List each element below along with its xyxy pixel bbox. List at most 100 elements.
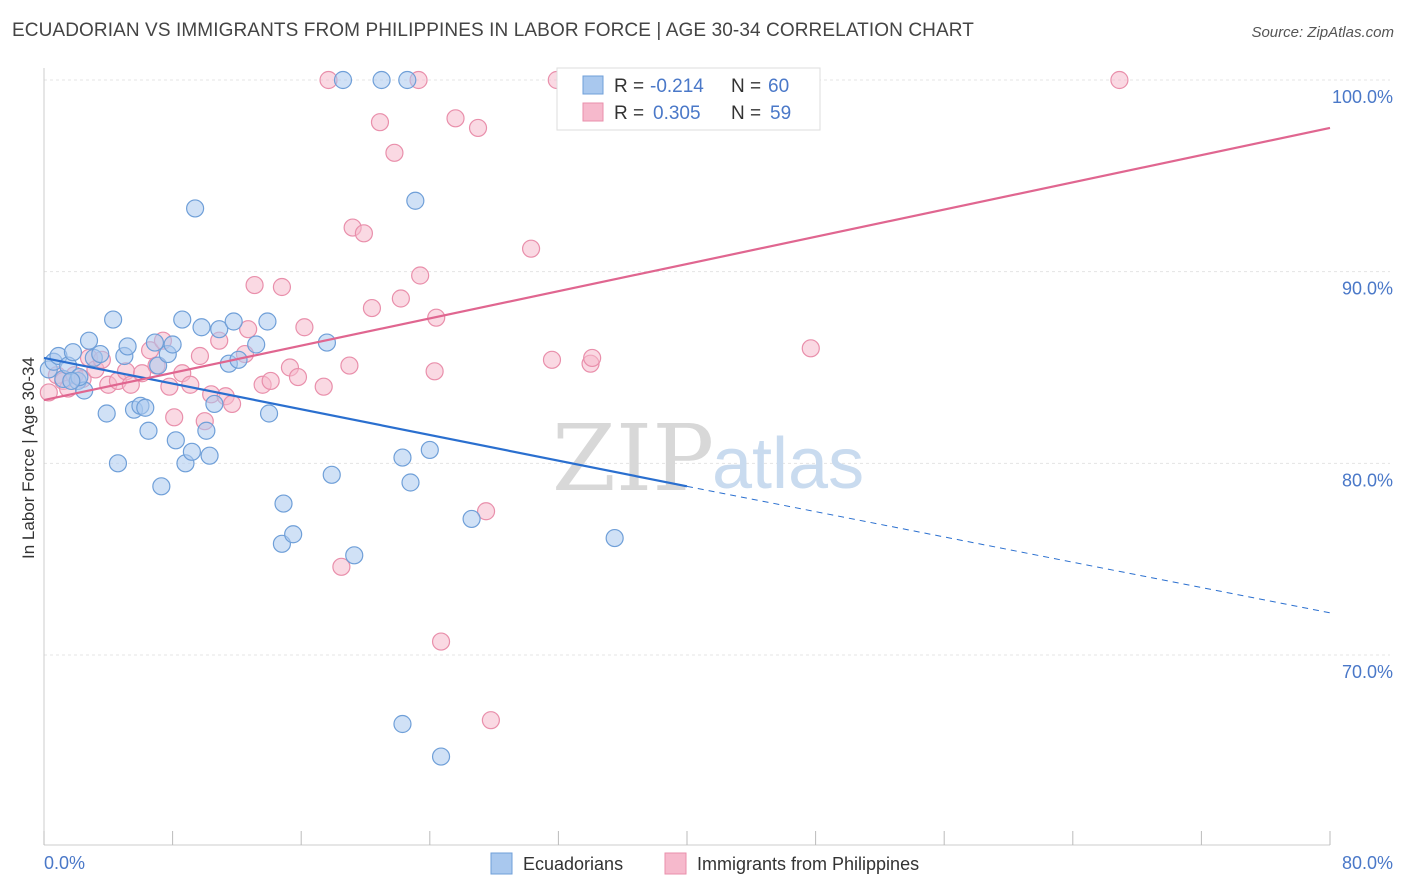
blue-point-19 (139, 421, 158, 440)
blue-point-47 (345, 546, 364, 565)
pink-points-layer (39, 70, 1129, 730)
legend-n-label-blue: N = (731, 76, 761, 97)
correlation-legend: R = -0.214 N = 60 R = 0.305 N = 59 (556, 67, 821, 131)
pink-point-59 (583, 348, 602, 368)
y-tick-label-1: 80.0% (1342, 470, 1393, 490)
blue-point-29 (186, 199, 205, 218)
y-tick-labels: 70.0% 80.0% 90.0% 100.0% (1332, 87, 1393, 682)
chart-title: ECUADORIAN VS IMMIGRANTS FROM PHILIPPINE… (12, 20, 974, 41)
blue-trend-line (43, 356, 688, 488)
blue-point-18 (136, 398, 155, 417)
pink-point-35 (295, 318, 314, 337)
blue-trend-line-extension (686, 485, 1331, 614)
bottom-legend-swatch-blue (490, 852, 513, 875)
blue-point-25 (166, 431, 185, 450)
blue-point-32 (200, 446, 219, 465)
blue-point-34 (210, 320, 229, 339)
watermark-atlas: atlas (712, 424, 864, 504)
legend-n-value-pink: 59 (770, 103, 791, 124)
pink-point-55 (521, 239, 541, 258)
axes-layer (43, 68, 1331, 846)
blue-point-59 (62, 371, 81, 391)
blue-point-13 (108, 454, 128, 473)
legend-n-label-pink: N = (731, 103, 761, 124)
blue-point-52 (401, 473, 420, 492)
legend-r-label-blue: R = (614, 76, 644, 97)
blue-point-51 (398, 70, 417, 90)
legend-r-value-pink: 0.305 (653, 103, 701, 124)
blue-point-30 (192, 318, 211, 337)
pink-point-29 (245, 275, 264, 295)
trend-layer (43, 126, 1331, 614)
legend-r-label-pink: R = (614, 103, 644, 124)
watermark-zip: ZIP (552, 405, 714, 512)
blue-point-55 (431, 747, 451, 766)
legend-swatch-pink (582, 102, 604, 122)
blue-point-36 (224, 312, 243, 331)
blue-point-45 (322, 465, 341, 484)
pink-point-20 (181, 375, 200, 394)
pink-point-32 (272, 277, 292, 297)
blue-point-56 (462, 509, 481, 529)
y-tick-label-0: 70.0% (1342, 662, 1393, 682)
blue-point-33 (205, 394, 224, 414)
pink-point-52 (468, 118, 488, 138)
pink-point-31 (261, 371, 280, 391)
blue-point-50 (393, 448, 412, 467)
series-legend: Ecuadorians Immigrants from Philippines (490, 852, 919, 875)
blue-point-12 (104, 310, 123, 329)
blue-point-11 (97, 404, 116, 423)
pink-point-28 (239, 320, 258, 339)
blue-point-24 (163, 335, 182, 354)
x-tick-label-max: 80.0% (1342, 853, 1393, 873)
pink-point-41 (354, 224, 373, 243)
source-credit: Source: ZipAtlas.com (1251, 24, 1394, 41)
pink-point-50 (431, 632, 451, 651)
blue-point-48 (372, 70, 391, 90)
bottom-legend-label-blue: Ecuadorians (523, 854, 623, 874)
pink-trend-line (43, 126, 1331, 402)
blue-point-41 (274, 494, 293, 513)
pink-point-45 (391, 289, 410, 308)
pink-point-61 (1110, 70, 1129, 90)
legend-n-value-blue: 60 (768, 76, 789, 97)
pink-point-36 (314, 377, 333, 396)
blue-point-38 (247, 335, 266, 354)
y-tick-label-2: 90.0% (1342, 279, 1393, 299)
pink-point-56 (542, 350, 562, 369)
pink-point-42 (362, 298, 382, 318)
pink-point-48 (425, 362, 444, 381)
pink-point-43 (370, 113, 390, 132)
blue-point-46 (333, 70, 353, 90)
pink-point-47 (411, 266, 430, 285)
pink-point-44 (385, 143, 404, 162)
pink-point-51 (446, 109, 465, 128)
blue-point-8 (79, 331, 99, 350)
blue-point-31 (197, 421, 216, 440)
pink-point-54 (481, 711, 500, 730)
pink-point-21 (190, 346, 210, 366)
watermark: ZIP atlas (552, 405, 864, 512)
bottom-legend-swatch-pink (664, 852, 687, 875)
blue-point-28 (182, 442, 201, 461)
blue-point-15 (118, 337, 137, 356)
x-tick-label-min: 0.0% (44, 853, 85, 873)
legend-swatch-blue (582, 75, 604, 95)
pink-point-60 (801, 339, 820, 358)
grid-layer (44, 79, 1390, 656)
blue-point-40 (259, 404, 279, 423)
pink-point-0 (39, 383, 58, 402)
blue-point-22 (152, 477, 171, 496)
y-axis-label: In Labor Force | Age 30-34 (19, 357, 38, 559)
blue-points-layer (39, 70, 624, 766)
blue-point-57 (605, 528, 624, 548)
pink-point-53 (476, 502, 496, 521)
blue-point-20 (145, 333, 165, 352)
pink-point-26 (222, 394, 242, 414)
pink-point-34 (288, 367, 308, 387)
blue-point-49 (393, 714, 412, 734)
blue-point-43 (284, 525, 303, 544)
blue-point-39 (258, 312, 277, 331)
blue-point-53 (406, 191, 425, 210)
